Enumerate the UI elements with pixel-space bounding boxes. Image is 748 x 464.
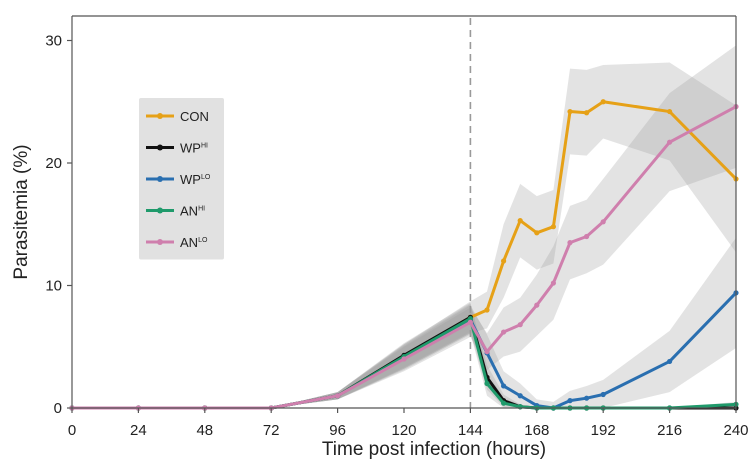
data-point — [534, 230, 540, 236]
x-tick-label: 144 — [458, 422, 483, 439]
data-point — [667, 139, 673, 145]
y-axis-label: Parasitemia (%) — [11, 144, 32, 279]
data-point — [501, 329, 507, 335]
legend-label-base: WP — [180, 141, 201, 156]
data-point — [484, 349, 490, 355]
y-tick-label: 30 — [45, 33, 62, 50]
legend-label: WPLO — [180, 172, 211, 187]
data-point — [501, 383, 507, 389]
data-point — [501, 258, 507, 264]
data-point — [600, 219, 606, 225]
legend-label-superscript: LO — [201, 174, 211, 181]
y-tick-label: 20 — [45, 155, 62, 172]
data-point — [667, 358, 673, 365]
legend-swatch-marker — [157, 207, 163, 214]
legend-label-base: WP — [180, 172, 201, 187]
data-point — [600, 99, 606, 105]
data-point — [401, 356, 407, 362]
legend-label-superscript: HI — [198, 206, 205, 213]
data-point — [467, 315, 473, 322]
legend-label-base: CON — [180, 109, 209, 124]
x-tick-label: 192 — [591, 422, 616, 439]
legend-label: ANLO — [180, 235, 208, 250]
confidence-band — [72, 45, 736, 409]
data-point — [517, 217, 523, 224]
data-point — [484, 307, 490, 313]
y-tick-label: 10 — [45, 278, 62, 295]
data-point — [467, 319, 473, 325]
legend-label-base: AN — [180, 235, 198, 250]
axes — [71, 15, 737, 409]
legend-swatch-marker — [157, 176, 163, 182]
data-point — [484, 380, 490, 387]
x-axis-label: Time post infection (hours) — [322, 439, 546, 460]
legend-swatch-marker — [157, 113, 163, 119]
x-tick-label: 240 — [723, 422, 748, 439]
x-tick-label: 96 — [329, 422, 346, 439]
legend-box — [139, 98, 224, 260]
data-point — [335, 393, 341, 399]
data-point — [567, 108, 573, 115]
tick-marks: 0 24 48 72 96 120 144 168 192 216 240 0 10 20 30 — [45, 33, 748, 440]
data-point — [600, 391, 606, 398]
x-tick-label: 0 — [68, 422, 76, 439]
data-point — [567, 240, 573, 246]
data-point — [501, 400, 507, 406]
data-point — [584, 233, 590, 240]
data-point — [584, 110, 590, 116]
data-point — [550, 224, 557, 230]
legend-label-superscript: HI — [201, 143, 208, 150]
x-tick-label: 72 — [263, 422, 280, 439]
legend-label: ANHI — [180, 204, 205, 219]
legend-swatch-marker — [157, 144, 163, 151]
x-tick-label: 168 — [524, 422, 549, 439]
x-tick-label: 120 — [391, 422, 416, 439]
data-point — [567, 398, 573, 404]
data-point — [517, 393, 523, 399]
data-point — [550, 280, 557, 286]
x-tick-label: 216 — [657, 422, 682, 439]
y-tick-label: 0 — [54, 400, 62, 417]
legend-label: WPHI — [180, 141, 208, 156]
legend-label-superscript: LO — [198, 237, 208, 244]
confidence-band — [72, 237, 736, 408]
data-point — [517, 322, 523, 328]
x-tick-label: 24 — [130, 422, 147, 439]
data-point — [667, 108, 673, 115]
legend-label-base: AN — [180, 204, 198, 219]
data-point — [534, 302, 540, 308]
legend-label: CON — [180, 109, 209, 124]
confidence-band — [72, 62, 736, 409]
x-tick-label: 48 — [196, 422, 213, 439]
data-point — [584, 395, 590, 401]
legend-swatch-marker — [157, 239, 163, 245]
